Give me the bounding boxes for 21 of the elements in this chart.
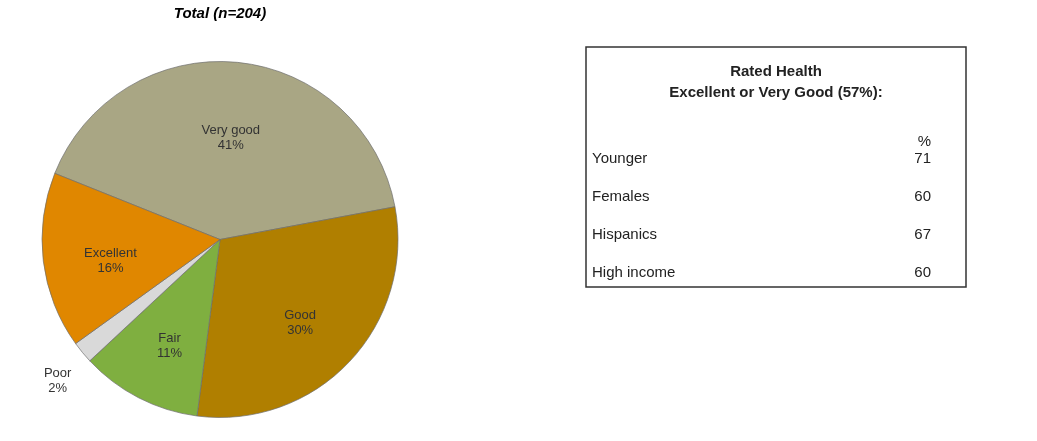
- data-label: 16%: [97, 259, 124, 275]
- category-label: Younger: [592, 149, 648, 166]
- data-label: 60: [914, 187, 931, 204]
- data-label: 60: [914, 263, 931, 280]
- category-label: Hispanics: [592, 225, 658, 242]
- category-label: High income: [592, 263, 676, 280]
- data-label: 11%: [156, 344, 183, 360]
- data-label: 67: [914, 225, 931, 242]
- category-label: Females: [592, 187, 650, 204]
- text: %: [917, 132, 931, 149]
- data-label: 2%: [48, 379, 68, 395]
- data-label: 71: [914, 149, 931, 166]
- slice-label: Excellent: [84, 244, 138, 260]
- slice-label: Fair: [158, 329, 182, 345]
- chart-title: Total (n=204): [173, 3, 267, 21]
- slice-label: Very good: [201, 121, 261, 137]
- slice-label: Good: [284, 307, 317, 323]
- text: Rated Health Excellent or Very Good (57%):: [669, 62, 883, 100]
- data-label: 41%: [217, 136, 245, 152]
- slice-label: Poor: [43, 364, 73, 380]
- data-label: 30%: [287, 322, 314, 338]
